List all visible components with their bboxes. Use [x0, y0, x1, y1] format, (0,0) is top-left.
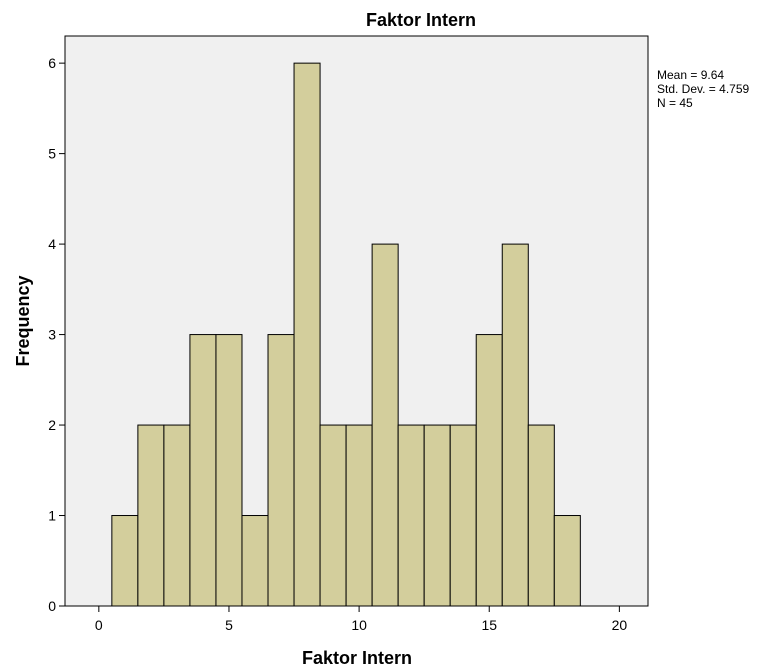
histogram-bar [137, 424, 165, 607]
histogram-bar [501, 243, 529, 607]
histogram-bar [267, 334, 295, 607]
histogram-bar [319, 424, 347, 607]
histogram-bar [163, 424, 191, 607]
x-tick-label: 15 [481, 617, 497, 633]
y-tick-label: 4 [48, 236, 56, 252]
histogram-bar [423, 424, 451, 607]
histogram-bar [111, 515, 139, 607]
y-tick-label: 2 [48, 417, 56, 433]
x-tick-label: 20 [612, 617, 628, 633]
stat-n: N = 45 [657, 96, 693, 110]
y-tick-label: 0 [48, 598, 56, 614]
histogram-bar [527, 424, 555, 607]
histogram-bar [345, 424, 373, 607]
y-tick-label: 1 [48, 508, 56, 524]
y-tick-label: 5 [48, 146, 56, 162]
chart-title: Faktor Intern [366, 10, 476, 30]
y-axis-label: Frequency [13, 275, 33, 366]
y-tick-label: 6 [48, 55, 56, 71]
y-tick-label: 3 [48, 327, 56, 343]
stat-std-dev: Std. Dev. = 4.759 [657, 82, 749, 96]
histogram-bar [449, 424, 477, 607]
x-tick-label: 10 [351, 617, 367, 633]
histogram-bar [371, 243, 399, 607]
histogram-bar [293, 62, 321, 607]
x-axis: 0 5 10 15 20 [95, 606, 627, 633]
x-axis-label: Faktor Intern [302, 648, 412, 668]
histogram-bar [241, 515, 269, 607]
histogram-bar [553, 515, 581, 607]
x-tick-label: 0 [95, 617, 103, 633]
y-axis: 0 1 2 3 4 5 6 [48, 55, 65, 614]
stat-mean: Mean = 9.64 [657, 68, 724, 82]
bars-group [111, 62, 581, 607]
histogram-bar [215, 334, 243, 607]
histogram-bar [397, 424, 425, 607]
x-tick-label: 5 [225, 617, 233, 633]
histogram-bar [189, 334, 217, 607]
histogram-bar [475, 334, 503, 607]
